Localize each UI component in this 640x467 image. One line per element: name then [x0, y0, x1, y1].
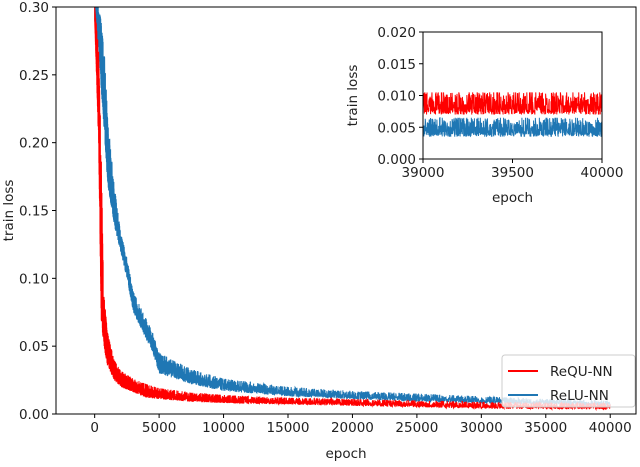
x-tick-label: 10000: [202, 420, 245, 436]
legend-label-requ-nn: ReQU-NN: [550, 364, 613, 380]
y-tick-label: 0.000: [377, 152, 416, 168]
x-tick-label: 30000: [460, 420, 503, 436]
series-requ-nn-line: [94, 7, 611, 412]
x-tick-label: 35000: [524, 420, 567, 436]
x-axis-label: epoch: [492, 190, 533, 206]
x-tick-label: 0: [90, 420, 99, 436]
inset-chart: 39000 39500 40000 0.000 0.005 0.010 0.015 0.020…: [345, 8, 634, 208]
x-tick-label: 39000: [402, 165, 445, 181]
x-axis-label: epoch: [325, 446, 366, 462]
x-tick-label: 39500: [491, 165, 534, 181]
y-axis-label: train loss: [345, 65, 361, 127]
y-tick-label: 0.15: [19, 204, 49, 220]
y-tick-label: 0.10: [19, 271, 49, 287]
y-tick-label: 0.010: [377, 89, 416, 105]
y-axis-label: train loss: [1, 180, 17, 242]
y-tick-label: 0.015: [377, 57, 416, 73]
y-tick-label: 0.25: [19, 68, 49, 84]
x-tick-label: 15000: [267, 420, 310, 436]
y-tick-label: 0.20: [19, 136, 49, 152]
legend-label-relu-nn: ReLU-NN: [550, 388, 609, 404]
y-tick-label: 0.05: [19, 339, 49, 355]
series-relu-nn-line: [423, 117, 602, 138]
x-tick-label: 25000: [395, 420, 438, 436]
x-tick-label: 40000: [581, 165, 624, 181]
y-tick-label: 0.30: [19, 0, 49, 16]
y-tick-label: 0.005: [377, 120, 416, 136]
legend: ReQU-NN ReLU-NN: [501, 354, 636, 408]
series-requ-nn-line: [423, 92, 602, 115]
x-tick-label: 40000: [589, 420, 632, 436]
y-tick-label: 0.020: [377, 25, 416, 41]
series-relu-nn-line: [94, 7, 611, 408]
y-tick-label: 0.00: [19, 407, 49, 423]
x-tick-label: 5000: [142, 420, 176, 436]
x-tick-label: 20000: [331, 420, 374, 436]
